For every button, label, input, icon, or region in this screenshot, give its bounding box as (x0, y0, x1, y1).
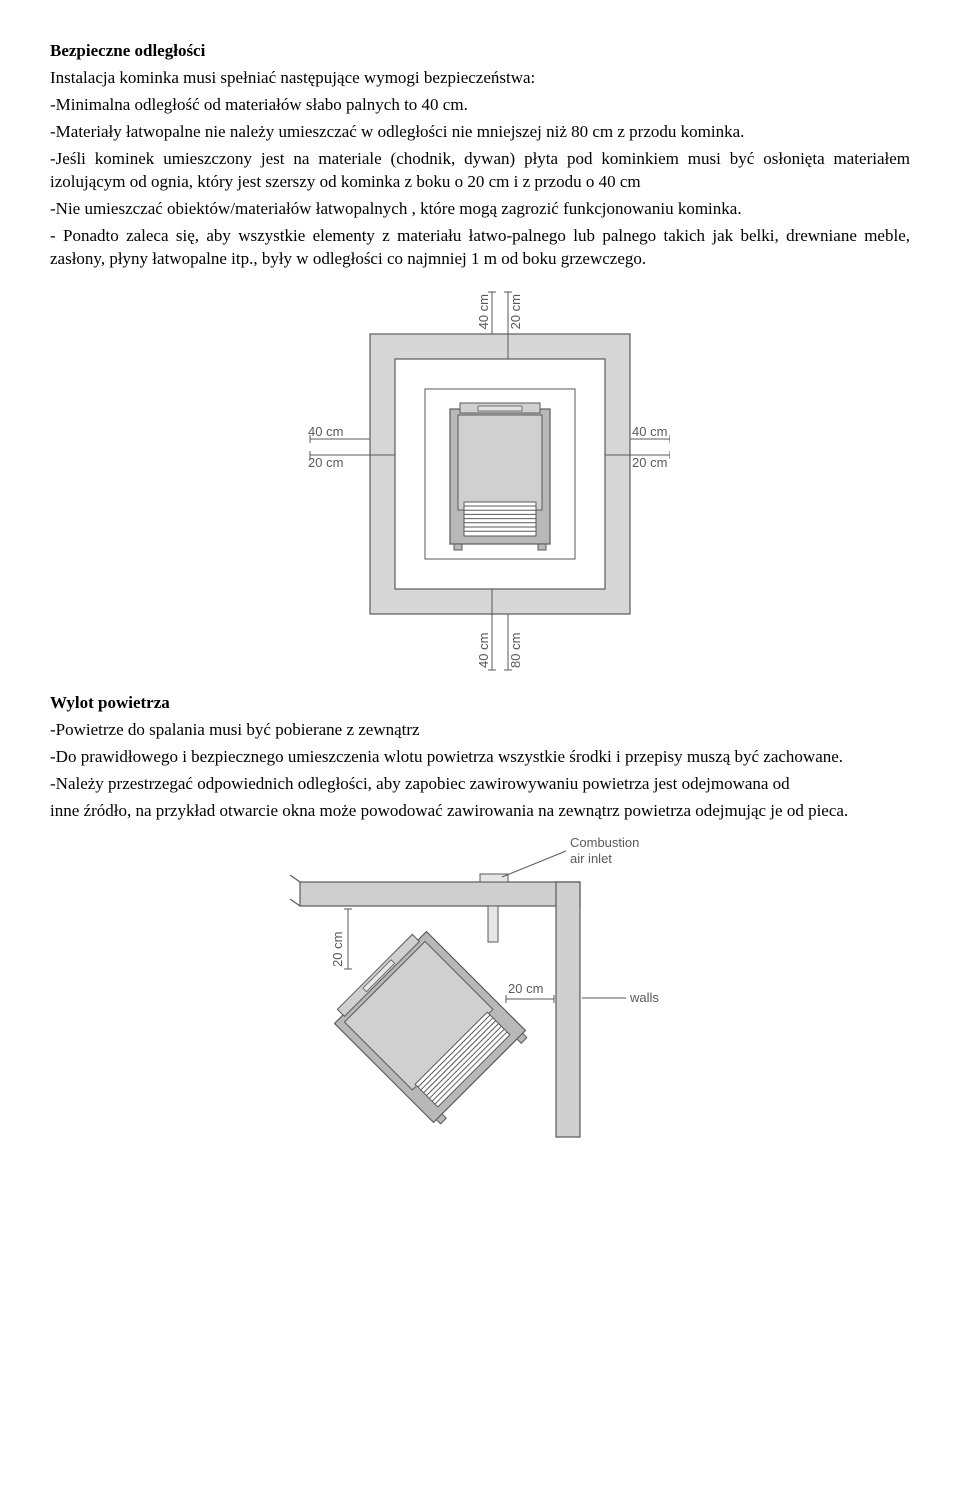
svg-text:20 cm: 20 cm (330, 932, 345, 967)
clearance-diagram: 40 cm 20 cm 40 cm 20 cm 40 cm 20 cm 40 cm 80 cm (290, 284, 670, 674)
svg-text:20 cm: 20 cm (632, 455, 667, 470)
svg-text:20 cm: 20 cm (508, 294, 523, 329)
section1-line2: -Minimalna odległość od materiałów słabo… (50, 94, 910, 117)
air-inlet-diagram: Combustionair inlet walls 20 cm 20 cm (270, 827, 690, 1157)
svg-text:20 cm: 20 cm (308, 455, 343, 470)
section1-line6: - Ponadto zaleca się, aby wszystkie elem… (50, 225, 910, 271)
section1-line5: -Nie umieszczać obiektów/materiałów łatw… (50, 198, 910, 221)
svg-text:40 cm: 40 cm (308, 424, 343, 439)
diagram2-container: Combustionair inlet walls 20 cm 20 cm (50, 827, 910, 1157)
section2-line2: -Do prawidłowego i bezpiecznego umieszcz… (50, 746, 910, 769)
svg-text:air inlet: air inlet (570, 851, 612, 866)
section1-line3: -Materiały łatwopalne nie należy umieszc… (50, 121, 910, 144)
section2-line3: -Należy przestrzegać odpowiednich odległ… (50, 773, 910, 796)
svg-text:20 cm: 20 cm (508, 981, 543, 996)
section1-heading: Bezpieczne odległości (50, 40, 910, 63)
section2-heading: Wylot powietrza (50, 692, 910, 715)
section1-line1: Instalacja kominka musi spełniać następu… (50, 67, 910, 90)
section2-line4: inne źródło, na przykład otwarcie okna m… (50, 800, 910, 823)
svg-text:walls: walls (629, 990, 659, 1005)
svg-text:Combustion: Combustion (570, 835, 639, 850)
diagram1-container: 40 cm 20 cm 40 cm 20 cm 40 cm 20 cm 40 cm 80 cm (50, 284, 910, 674)
svg-text:40 cm: 40 cm (632, 424, 667, 439)
svg-text:40 cm: 40 cm (476, 633, 491, 668)
section2-line1: -Powietrze do spalania musi być pobieran… (50, 719, 910, 742)
svg-text:80 cm: 80 cm (508, 633, 523, 668)
section1-line4: -Jeśli kominek umieszczony jest na mater… (50, 148, 910, 194)
svg-text:40 cm: 40 cm (476, 294, 491, 329)
